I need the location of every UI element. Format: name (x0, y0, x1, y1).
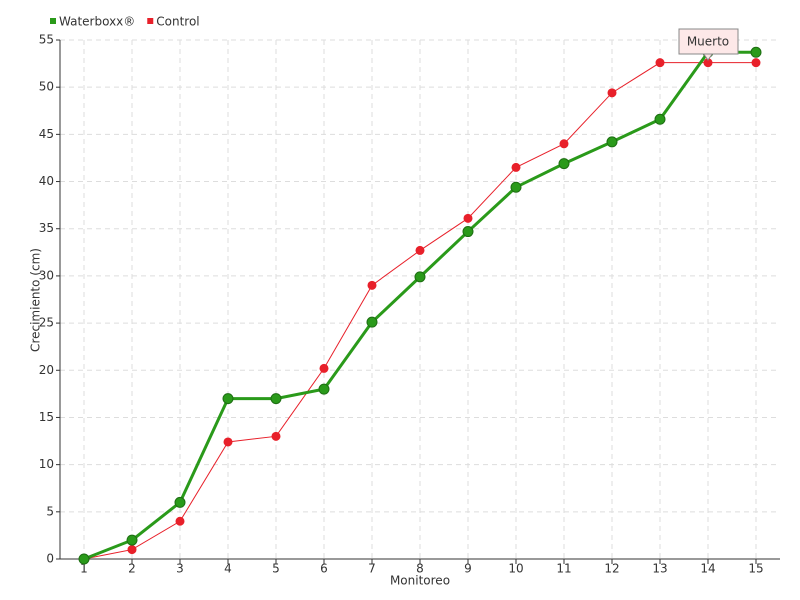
point (270, 393, 282, 405)
point (750, 46, 762, 58)
point (318, 383, 330, 395)
x-axis-label: Monitoreo (390, 574, 450, 588)
point (174, 496, 186, 508)
point (510, 181, 522, 193)
y-tick-label: 45 (39, 127, 54, 141)
y-tick-label: 25 (39, 316, 54, 330)
y-tick-label: 50 (39, 80, 54, 94)
y-tick-label: 40 (39, 174, 54, 188)
point (126, 534, 138, 546)
y-tick-label: 55 (39, 33, 54, 47)
point (271, 431, 281, 441)
x-tick-label: 13 (652, 562, 667, 576)
point (654, 113, 666, 125)
x-tick-label: 7 (368, 562, 376, 576)
x-tick-label: 9 (464, 562, 472, 576)
x-tick-label: 8 (416, 562, 424, 576)
x-tick-label: 1 (80, 562, 88, 576)
point (655, 58, 665, 68)
x-tick-label: 3 (176, 562, 184, 576)
y-tick-label: 5 (46, 504, 54, 518)
legend-label: Waterboxx® (59, 15, 135, 29)
y-tick-label: 20 (39, 363, 54, 377)
x-tick-label: 11 (556, 562, 571, 576)
x-tick-label: 6 (320, 562, 328, 576)
y-tick-label: 10 (39, 457, 54, 471)
point (223, 437, 233, 447)
x-tick-label: 5 (272, 562, 280, 576)
y-axis-label: Crecimiento (cm) (29, 248, 43, 352)
x-tick-label: 10 (508, 562, 523, 576)
annotation-box (678, 28, 739, 55)
x-tick-label: 12 (604, 562, 619, 576)
x-tick-label: 2 (128, 562, 136, 576)
point (607, 88, 617, 98)
point (127, 545, 137, 555)
point (319, 363, 329, 373)
point (222, 393, 234, 405)
x-tick-label: 15 (748, 562, 763, 576)
annotation-text: Muerto (687, 35, 729, 49)
point (367, 280, 377, 290)
point (559, 139, 569, 149)
point (415, 245, 425, 255)
point (463, 213, 473, 223)
point (366, 316, 378, 328)
point (462, 226, 474, 238)
legend-swatch (50, 18, 56, 24)
point (414, 271, 426, 283)
legend-label: Control (156, 15, 199, 29)
y-tick-label: 0 (46, 552, 54, 566)
legend-swatch (147, 18, 154, 24)
x-tick-label: 4 (224, 562, 232, 576)
point (751, 58, 761, 68)
y-tick-label: 15 (39, 410, 54, 424)
y-tick-label: 35 (39, 221, 54, 235)
point (511, 162, 521, 172)
y-tick-label: 30 (39, 268, 54, 282)
point (175, 516, 185, 526)
point (558, 158, 570, 170)
x-tick-label: 14 (700, 562, 715, 576)
point (78, 553, 90, 565)
point (606, 136, 618, 148)
annotation-pointer (702, 52, 714, 61)
